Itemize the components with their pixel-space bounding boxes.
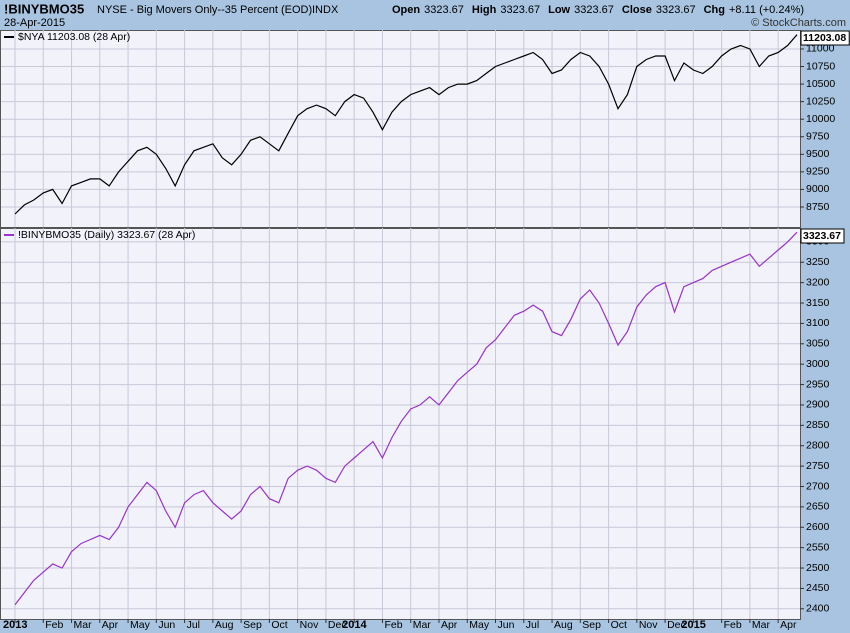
y-tick-label: 2500 xyxy=(806,562,830,574)
plot-area xyxy=(0,30,801,228)
y-tick-label: 11000 xyxy=(806,43,835,55)
x-tick-label: Oct xyxy=(611,619,627,631)
exchange: INDX xyxy=(312,4,339,16)
plot-area xyxy=(0,228,801,620)
y-tick-label: 2400 xyxy=(806,603,830,615)
y-tick-label: 9250 xyxy=(806,166,830,178)
last-value-label: 11203.08 xyxy=(803,32,846,44)
x-tick-label: 2015 xyxy=(681,619,705,631)
x-tick-label: Apr xyxy=(441,619,458,631)
quote-label: Open xyxy=(392,4,420,16)
y-tick-label: 2650 xyxy=(806,501,830,513)
y-tick-label: 10500 xyxy=(806,78,835,90)
x-tick-label: Apr xyxy=(780,619,797,631)
y-tick-label: 10750 xyxy=(806,60,835,72)
x-tick-label: Feb xyxy=(45,619,63,631)
y-tick-label: 3250 xyxy=(806,256,830,268)
legend-label: $NYA 11203.08 (28 Apr) xyxy=(18,31,130,43)
y-tick-label: 3150 xyxy=(806,297,830,309)
x-tick-label: Jun xyxy=(498,619,515,631)
y-tick-label: 2850 xyxy=(806,419,830,431)
quote-label: Chg xyxy=(704,4,725,16)
series-line xyxy=(14,231,798,606)
x-tick-label: May xyxy=(130,619,151,631)
y-tick-label: 10250 xyxy=(806,95,835,107)
y-tick-label: 2750 xyxy=(806,460,830,472)
y-tick-label: 3000 xyxy=(806,358,830,370)
y-tick-label: 3050 xyxy=(806,338,830,350)
x-tick-label: Apr xyxy=(102,619,119,631)
x-tick-label: Jul xyxy=(187,619,200,631)
y-tick-label: 2550 xyxy=(806,541,830,553)
quote-value: 3323.67 xyxy=(574,4,614,16)
y-tick-label: 9500 xyxy=(806,148,830,160)
quote-label: Low xyxy=(548,4,570,16)
y-tick-label: 2800 xyxy=(806,440,830,452)
x-tick-label: Nov xyxy=(300,619,319,631)
y-tick-label: 10000 xyxy=(806,113,835,125)
copyright: © StockCharts.com xyxy=(751,17,846,29)
x-tick-label: Sep xyxy=(243,619,262,631)
x-tick-label: Jun xyxy=(158,619,175,631)
series-line xyxy=(14,34,798,215)
quote-value: 3323.67 xyxy=(656,4,696,16)
x-tick-label: Feb xyxy=(724,619,742,631)
x-tick-label: Aug xyxy=(554,619,573,631)
x-tick-label: Nov xyxy=(639,619,658,631)
y-tick-label: 9000 xyxy=(806,183,830,195)
description: NYSE - Big Movers Only--35 Percent (EOD) xyxy=(97,4,312,16)
x-tick-label: Mar xyxy=(752,619,771,631)
quote-label: High xyxy=(472,4,497,16)
y-tick-label: 2950 xyxy=(806,378,830,390)
x-tick-label: Oct xyxy=(271,619,287,631)
last-value-box xyxy=(800,228,845,244)
y-tick-label: 3200 xyxy=(806,276,830,288)
quote: Open 3323.67 High 3323.67 Low 3323.67 Close 332… xyxy=(392,4,804,16)
x-tick-label: Jul xyxy=(526,619,539,631)
last-value-box xyxy=(800,30,850,46)
x-tick-label: May xyxy=(469,619,490,631)
x-tick-label: Dec xyxy=(328,619,347,631)
x-tick-label: Mar xyxy=(74,619,93,631)
symbol: !BINYBMO35 xyxy=(4,1,84,16)
x-tick-label: Mar xyxy=(413,619,432,631)
y-tick-label: 9750 xyxy=(806,131,830,143)
date: 28-Apr-2015 xyxy=(4,17,65,29)
x-tick-label: Aug xyxy=(215,619,234,631)
x-tick-label: 2013 xyxy=(3,619,27,631)
y-tick-label: 2700 xyxy=(806,480,830,492)
y-tick-label: 2600 xyxy=(806,521,830,533)
y-tick-label: 2900 xyxy=(806,399,830,411)
y-tick-label: 3100 xyxy=(806,317,830,329)
y-tick-label: 8750 xyxy=(806,201,830,213)
quote-value: +8.11 (+0.24%) xyxy=(729,4,804,16)
x-tick-label: Dec xyxy=(667,619,686,631)
y-tick-label: 2450 xyxy=(806,582,830,594)
quote-value: 3323.67 xyxy=(500,4,540,16)
last-value-label: 3323.67 xyxy=(803,230,841,242)
x-tick-label: Feb xyxy=(384,619,402,631)
quote-value: 3323.67 xyxy=(424,4,464,16)
quote-label: Close xyxy=(622,4,652,16)
x-tick-label: 2014 xyxy=(342,619,367,631)
x-tick-label: Sep xyxy=(582,619,601,631)
legend-label: !BINYBMO35 (Daily) 3323.67 (28 Apr) xyxy=(18,229,195,241)
